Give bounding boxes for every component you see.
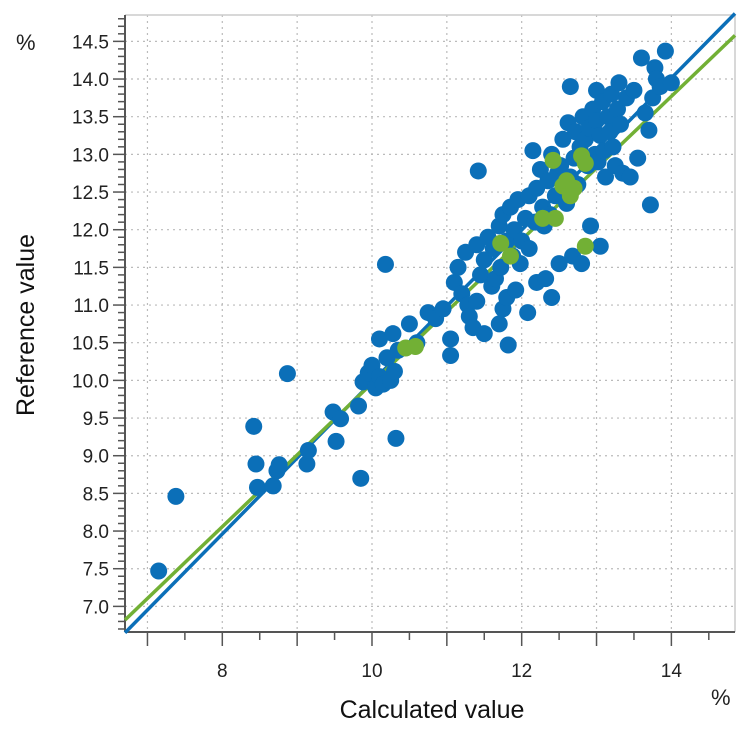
data-point xyxy=(376,255,394,273)
data-point xyxy=(641,196,659,214)
y-tick-label: 9.0 xyxy=(83,447,109,468)
x-tick-label: 12 xyxy=(511,661,532,682)
data-point xyxy=(385,362,403,380)
y-tick-label: 9.5 xyxy=(83,409,109,430)
data-point xyxy=(561,78,579,96)
data-point xyxy=(248,478,266,496)
data-point xyxy=(332,410,350,428)
data-point xyxy=(611,115,629,133)
data-point xyxy=(468,292,486,310)
data-point xyxy=(621,168,639,186)
data-point xyxy=(469,162,487,180)
data-point xyxy=(550,255,568,273)
data-point xyxy=(565,179,583,197)
data-point xyxy=(629,149,647,167)
y-axis-title: Reference value xyxy=(12,234,40,416)
data-point xyxy=(520,240,538,258)
data-point xyxy=(546,209,564,227)
tick-labels: 7.0 7.5 8.0 8.5 9.0 9.5 10.0 10.5 11.0 11.5 12.0 12… xyxy=(72,32,682,682)
x-tick-label: 14 xyxy=(661,661,683,682)
y-tick-label: 13.5 xyxy=(72,108,109,129)
data-point xyxy=(475,325,493,343)
data-point xyxy=(524,142,542,160)
data-point xyxy=(582,217,600,235)
x-unit-label: % xyxy=(711,685,731,710)
data-point xyxy=(442,330,460,348)
data-point xyxy=(264,477,282,495)
data-point xyxy=(576,154,594,172)
y-tick-label: 7.5 xyxy=(83,560,109,581)
data-point xyxy=(245,417,263,435)
data-point xyxy=(507,281,525,299)
y-tick-label: 14.5 xyxy=(72,32,109,53)
data-point xyxy=(247,455,265,473)
y-tick-label: 11.5 xyxy=(73,258,109,279)
data-point xyxy=(534,209,552,227)
data-point xyxy=(656,42,674,60)
axis-ticks xyxy=(113,18,710,646)
x-tick-label: 10 xyxy=(361,661,382,682)
y-tick-label: 13.0 xyxy=(72,145,109,166)
data-point xyxy=(632,49,650,67)
data-point xyxy=(597,168,615,186)
data-point xyxy=(449,258,467,276)
x-tick-label: 8 xyxy=(217,661,228,682)
data-point xyxy=(327,432,345,450)
data-point xyxy=(472,266,490,284)
data-point xyxy=(499,336,517,354)
data-point xyxy=(625,81,643,99)
data-point xyxy=(298,455,316,473)
y-tick-label: 12.5 xyxy=(72,183,109,204)
data-point xyxy=(370,330,388,348)
data-point xyxy=(150,562,168,580)
data-point xyxy=(492,234,510,252)
data-point xyxy=(387,429,405,447)
data-point xyxy=(350,397,368,415)
data-point xyxy=(501,247,519,265)
y-tick-label: 8.0 xyxy=(83,522,109,543)
y-tick-label: 7.0 xyxy=(83,597,109,618)
data-point xyxy=(640,121,658,139)
y-tick-label: 10.5 xyxy=(72,334,109,355)
data-point xyxy=(278,365,296,383)
y-unit-label: % xyxy=(16,30,36,55)
data-point xyxy=(554,130,572,148)
data-point xyxy=(299,441,317,459)
data-points xyxy=(150,42,680,580)
data-point xyxy=(543,289,561,307)
y-tick-label: 11.0 xyxy=(73,296,109,317)
data-point xyxy=(400,315,418,333)
regression-line xyxy=(123,34,737,622)
y-tick-label: 14.0 xyxy=(72,70,109,91)
data-point xyxy=(490,315,508,333)
data-point xyxy=(537,270,555,288)
data-point xyxy=(406,337,424,355)
data-point xyxy=(636,104,654,122)
data-point xyxy=(434,300,452,318)
y-tick-label: 12.0 xyxy=(72,221,109,242)
data-point xyxy=(604,138,622,156)
data-point xyxy=(591,237,609,255)
data-point xyxy=(352,469,370,487)
x-axis-title: Calculated value xyxy=(340,696,525,724)
data-point xyxy=(442,347,460,365)
data-point xyxy=(662,74,680,92)
y-tick-label: 8.5 xyxy=(83,484,109,505)
y-tick-label: 10.0 xyxy=(72,371,109,392)
data-point xyxy=(544,151,562,169)
data-point xyxy=(519,304,537,322)
data-point xyxy=(384,325,402,343)
data-point xyxy=(573,255,591,273)
data-point xyxy=(492,258,510,276)
data-point xyxy=(167,487,185,505)
data-point xyxy=(576,237,594,255)
data-point xyxy=(270,456,288,474)
data-point xyxy=(610,74,628,92)
